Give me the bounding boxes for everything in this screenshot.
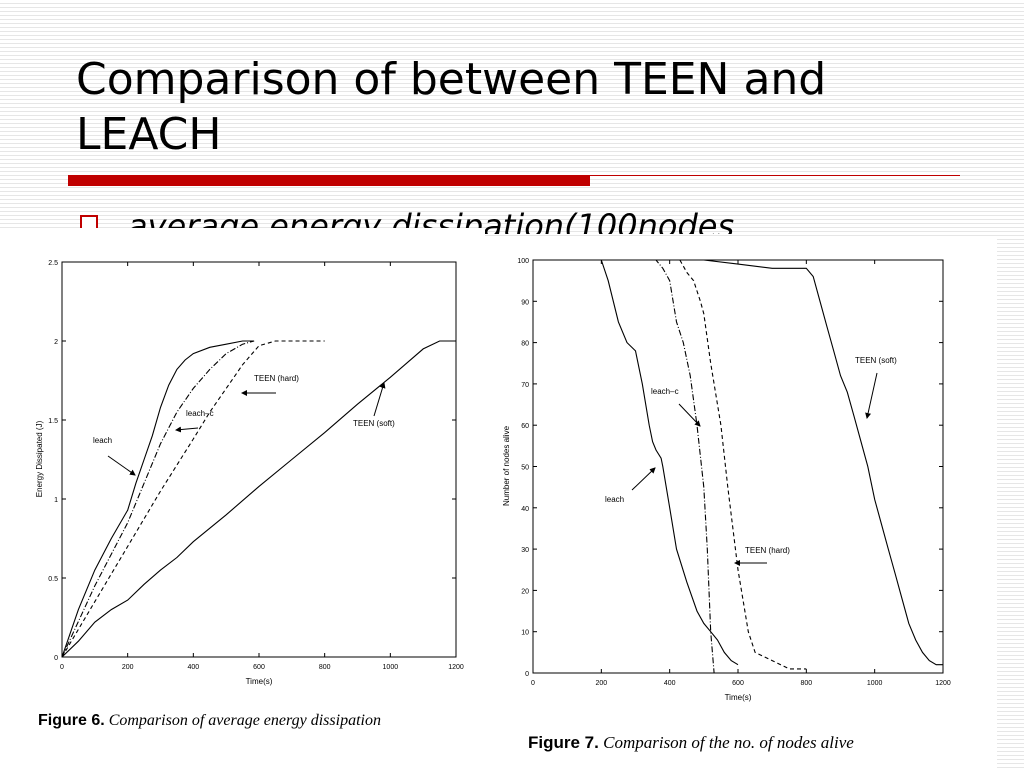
x-tick-label: 400: [664, 680, 676, 687]
y-tick-label: 60: [521, 423, 529, 430]
x-tick-label: 1200: [935, 680, 951, 687]
y-tick-label: 30: [521, 547, 529, 554]
x-axis-label: Time(s): [725, 693, 752, 702]
y-tick-label: 1.5: [48, 418, 58, 425]
y-tick-label: 70: [521, 382, 529, 389]
y-tick-label: 0: [525, 671, 529, 678]
y-tick-label: 2.5: [48, 260, 58, 267]
y-tick-label: 0.5: [48, 576, 58, 583]
series-line-teen-hard: [61, 340, 325, 658]
x-tick-label: 200: [595, 680, 607, 687]
annotation-leach-arrow: [631, 467, 656, 491]
slide-title: Comparison of between TEEN and LEACH: [76, 54, 827, 160]
series-line-teen-soft: [61, 340, 456, 658]
figure-7-panel: 0 200 400 600 800 1000 1200 0 10 20 30 40 50 60 70 80 90…: [485, 236, 997, 768]
y-tick-label: 1: [54, 497, 58, 504]
annotation-teen-hard: TEEN (hard): [745, 546, 790, 555]
series-line-leach: [61, 340, 255, 658]
y-axis-label: Energy Dissipated (J): [35, 420, 44, 497]
x-tick-label: 0: [60, 664, 64, 671]
annotation-leach-c-arrow: [678, 403, 701, 427]
annotation-teen-soft: TEEN (soft): [353, 419, 395, 428]
annotation-leach-c: leach–c: [186, 409, 214, 418]
annotation-leach-arrow: [107, 455, 136, 476]
x-tick-label: 600: [732, 680, 744, 687]
series-line-leach-c: [533, 259, 715, 674]
y-tick-label: 90: [521, 299, 529, 306]
y-tick-label: 0: [54, 655, 58, 662]
x-tick-label: 0: [531, 680, 535, 687]
y-tick-label: 50: [521, 465, 529, 472]
annotation-leach-c-arrow: [175, 426, 199, 433]
series-line-teen-hard: [533, 259, 807, 670]
figure-6-caption: Figure 6. Comparison of average energy d…: [38, 712, 381, 730]
figure-6-panel: 0 200 400 600 800 1000 1200 0 0.5 1 1.5 2 2.5 Energy…: [0, 228, 485, 768]
plot-frame: [61, 261, 457, 658]
series-line-leach-c: [61, 340, 255, 658]
annotation-teen-soft-arrow: [865, 372, 878, 419]
energy-dissipation-chart: 0 200 400 600 800 1000 1200 0 0.5 1 1.5 2 2.5 Energy…: [35, 260, 464, 686]
y-tick-label: 2: [54, 339, 58, 346]
figure-7-label: Figure 7.: [528, 733, 599, 752]
x-tick-label: 1200: [448, 664, 464, 671]
y-tick-label: 100: [517, 258, 529, 265]
figure-6-label: Figure 6.: [38, 712, 105, 729]
y-axis-label: Number of nodes alive: [502, 425, 511, 506]
x-tick-label: 400: [187, 664, 199, 671]
x-tick-label: 1000: [383, 664, 399, 671]
series-line-teen-soft: [533, 259, 943, 666]
annotation-teen-hard: TEEN (hard): [254, 374, 299, 383]
nodes-alive-chart: 0 200 400 600 800 1000 1200 0 10 20 30 40 50 60 70 80 90…: [502, 258, 951, 702]
title-underline-line: [590, 175, 960, 176]
figure-7-caption: Figure 7. Comparison of the no. of nodes…: [528, 733, 854, 753]
annotation-leach: leach: [605, 495, 624, 504]
annotation-leach: leach: [93, 436, 112, 445]
title-underline-bar: [68, 175, 590, 186]
y-tick-label: 40: [521, 506, 529, 513]
plot-frame: [532, 259, 944, 674]
x-tick-label: 1000: [867, 680, 883, 687]
annotation-leach-c: leach–c: [651, 387, 679, 396]
figure-6-text: Comparison of average energy dissipation: [108, 712, 381, 729]
annotation-teen-soft: TEEN (soft): [855, 356, 897, 365]
y-tick-label: 20: [521, 588, 529, 595]
annotation-teen-soft-arrow: [373, 382, 386, 417]
x-tick-label: 800: [319, 664, 331, 671]
x-tick-label: 800: [800, 680, 812, 687]
y-tick-label: 10: [521, 630, 529, 637]
y-tick-label: 80: [521, 341, 529, 348]
x-axis-label: Time(s): [246, 677, 273, 686]
x-tick-label: 200: [122, 664, 134, 671]
figure-7-text: Comparison of the no. of nodes alive: [603, 733, 854, 752]
series-line-leach: [533, 259, 739, 666]
x-tick-label: 600: [253, 664, 265, 671]
